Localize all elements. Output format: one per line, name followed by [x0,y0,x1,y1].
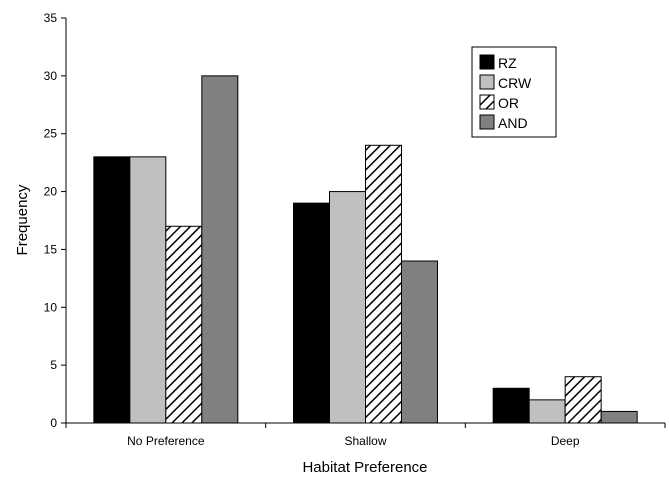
y-tick-label: 25 [44,127,58,141]
bar-crw-deep [528,399,566,424]
bar-rz-shallow [293,202,330,424]
legend-swatch-rz [479,54,495,70]
legend-label-crw: CRW [498,75,532,91]
y-tick-label: 20 [44,185,58,199]
bar-and-shallow [401,260,438,424]
bar-rz-deep [492,387,530,424]
y-tick-label: 5 [50,358,57,372]
legend-label-rz: RZ [498,55,517,71]
x-tick-label: Shallow [344,434,386,448]
bar-and-no-preference [201,75,239,424]
legend-swatch-or [479,94,495,110]
bar-or-no-preference [165,225,203,424]
y-tick-label: 35 [44,11,58,25]
bar-crw-shallow [329,191,366,424]
bar-or-deep [564,376,602,424]
bar-or-shallow [365,144,402,424]
bar-rz-no-preference [93,156,131,424]
x-axis-title: Habitat Preference [302,459,427,476]
bar-crw-no-preference [129,156,167,424]
y-axis-title: Frequency [14,184,31,255]
y-tick-label: 15 [44,242,58,256]
bar-and-deep [600,410,638,424]
x-tick-label: No Preference [127,434,205,448]
y-tick-label: 10 [44,300,58,314]
y-tick-label: 30 [44,69,58,83]
legend-swatch-and [479,114,495,130]
x-tick-label: Deep [551,434,580,448]
legend-label-and: AND [498,115,528,131]
y-tick-label: 0 [50,416,57,430]
legend-swatch-crw [479,74,495,90]
legend-label-or: OR [498,95,519,111]
